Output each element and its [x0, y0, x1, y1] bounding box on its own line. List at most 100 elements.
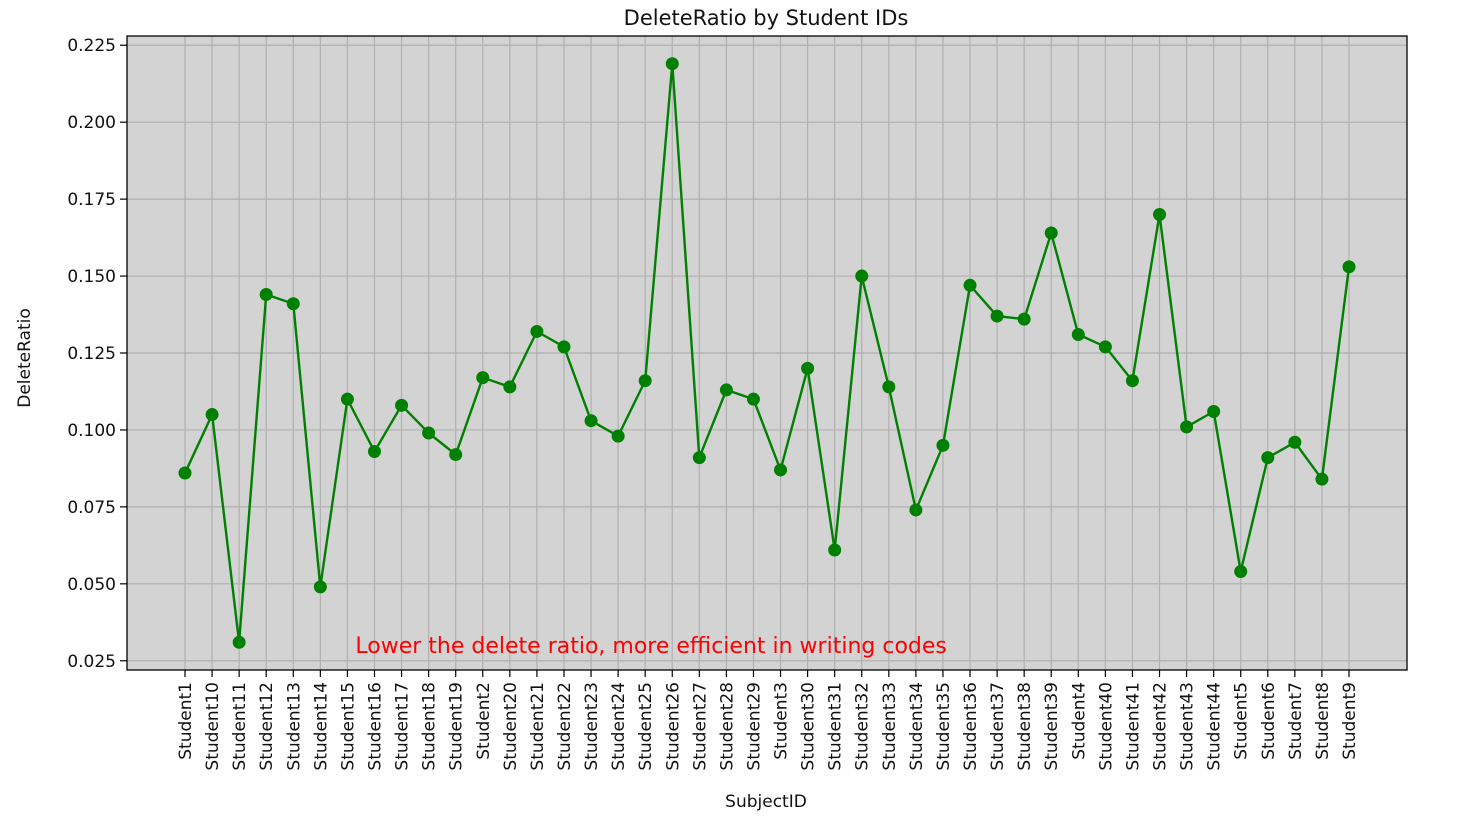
data-point	[449, 448, 463, 462]
data-point	[1288, 435, 1302, 449]
data-point	[205, 408, 219, 422]
data-point	[746, 392, 760, 406]
x-tick-label: Student24	[609, 682, 629, 771]
x-tick-label: Student38	[1015, 682, 1035, 771]
x-tick-label: Student19	[447, 682, 467, 771]
x-tick-label: Student21	[528, 682, 548, 771]
x-tick-label: Student43	[1178, 682, 1198, 771]
x-tick-label: Student7	[1286, 682, 1306, 760]
data-point	[1180, 420, 1194, 434]
x-tick-label: Student20	[501, 682, 521, 771]
x-tick-label: Student41	[1123, 682, 1143, 771]
data-point	[990, 309, 1004, 323]
data-points	[178, 57, 1356, 649]
data-point	[1207, 404, 1221, 418]
data-point	[692, 451, 706, 465]
data-point	[503, 380, 517, 394]
data-point	[1234, 565, 1248, 579]
data-point	[665, 57, 679, 71]
x-tick-label: Student33	[880, 682, 900, 771]
data-point	[936, 438, 950, 452]
x-tick-label: Student28	[717, 682, 737, 771]
data-point	[422, 426, 436, 440]
x-tick-label: Student1	[176, 682, 196, 760]
data-point	[909, 503, 923, 517]
y-tick-label: 0.175	[67, 190, 116, 210]
data-point	[1098, 340, 1112, 354]
x-tick-label: Student39	[1042, 682, 1062, 771]
data-point	[340, 392, 354, 406]
x-tick-label: Student40	[1096, 682, 1116, 771]
x-tick-label: Student42	[1151, 682, 1171, 771]
x-tick-label: Student35	[934, 682, 954, 771]
data-point	[1017, 312, 1031, 326]
data-point	[1342, 260, 1356, 274]
y-tick-label: 0.075	[67, 498, 116, 518]
y-tick-label: 0.200	[67, 113, 116, 133]
data-point	[1315, 472, 1329, 486]
x-tick-label: Student27	[690, 682, 710, 771]
x-tick-label: Student3	[772, 682, 792, 760]
x-tick-label: Student2	[474, 682, 494, 760]
data-point	[259, 288, 273, 302]
data-point	[313, 580, 327, 594]
data-point	[286, 297, 300, 311]
data-point	[774, 463, 788, 477]
y-tick-label: 0.150	[67, 267, 116, 287]
x-tick-label: Student32	[853, 682, 873, 771]
x-tick-label: Student25	[636, 682, 656, 771]
data-point	[1125, 374, 1139, 388]
x-axis: Student1 Student10 Student11 Student12 Stude…	[176, 670, 1360, 771]
data-point	[719, 383, 733, 397]
data-point	[1153, 208, 1167, 222]
data-point	[1071, 328, 1085, 342]
data-point	[395, 398, 409, 412]
x-tick-label: Student8	[1313, 682, 1333, 760]
x-tick-label: Student44	[1205, 682, 1225, 771]
x-tick-label: Student36	[961, 682, 981, 771]
x-tick-label: Student5	[1232, 682, 1252, 760]
data-point	[855, 269, 869, 283]
y-axis: 0.025 0.050 0.075 0.100 0.125 0.150 0.175 0.200…	[67, 36, 127, 672]
x-tick-label: Student37	[988, 682, 1008, 771]
data-point	[530, 324, 544, 338]
data-point	[178, 466, 192, 480]
data-point	[232, 635, 246, 649]
x-tick-label: Student13	[284, 682, 304, 771]
x-tick-label: Student11	[230, 682, 250, 771]
x-tick-label: Student22	[555, 682, 575, 771]
data-point	[638, 374, 652, 388]
chart-title: DeleteRatio by Student IDs	[624, 6, 909, 30]
x-tick-label: Student30	[799, 682, 819, 771]
y-tick-label: 0.100	[67, 421, 116, 441]
y-tick-label: 0.225	[67, 36, 116, 56]
data-point	[1044, 226, 1058, 240]
x-tick-label: Student14	[311, 682, 331, 771]
grid-lines	[127, 36, 1407, 670]
data-point	[963, 278, 977, 292]
x-tick-label: Student26	[663, 682, 683, 771]
x-tick-label: Student4	[1069, 682, 1089, 760]
y-tick-label: 0.125	[67, 344, 116, 364]
x-tick-label: Student6	[1259, 682, 1279, 760]
y-tick-label: 0.025	[67, 652, 116, 672]
y-axis-title: DeleteRatio	[15, 308, 35, 408]
x-tick-label: Student23	[582, 682, 602, 771]
data-point	[882, 380, 896, 394]
data-point	[801, 361, 815, 375]
x-tick-label: Student12	[257, 682, 277, 771]
y-tick-label: 0.050	[67, 575, 116, 595]
x-tick-label: Student10	[203, 682, 223, 771]
x-tick-label: Student29	[744, 682, 764, 771]
x-tick-label: Student9	[1340, 682, 1360, 760]
x-tick-label: Student17	[393, 682, 413, 771]
series-line	[183, 63, 1351, 643]
data-point	[611, 429, 625, 443]
x-tick-label: Student16	[365, 682, 385, 771]
annotation-text: Lower the delete ratio, more efficient i…	[355, 634, 946, 659]
data-point	[367, 444, 381, 458]
data-point	[1261, 451, 1275, 465]
data-point	[476, 371, 490, 385]
x-tick-label: Student15	[338, 682, 358, 771]
